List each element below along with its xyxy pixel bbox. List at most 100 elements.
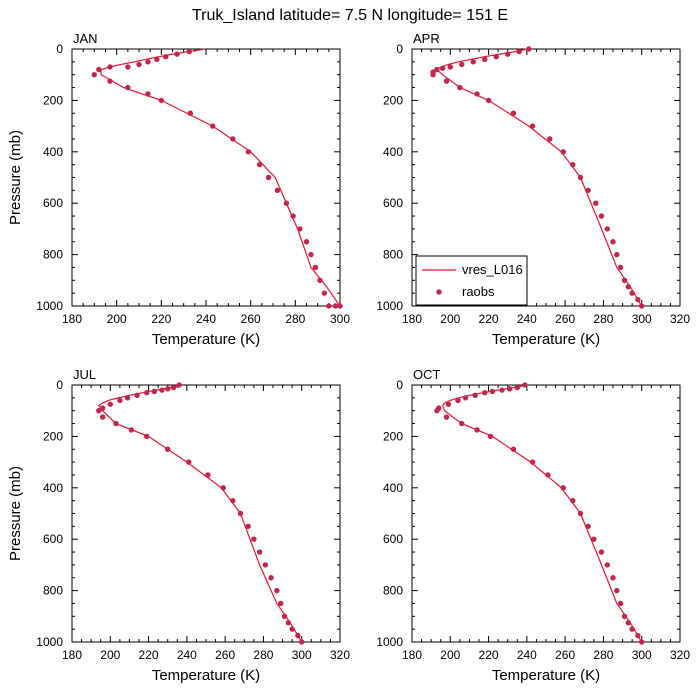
obs-point — [625, 284, 632, 290]
obs-point — [295, 632, 301, 639]
y-tick-label: 600 — [43, 196, 63, 210]
obs-point — [629, 626, 635, 632]
obs-point — [124, 395, 131, 401]
obs-point — [170, 384, 177, 391]
obs-point — [610, 575, 616, 581]
y-tick-label: 1000 — [36, 299, 63, 313]
obs-point — [145, 91, 151, 97]
x-tick-label: 240 — [517, 648, 537, 662]
x-tick-label: 200 — [100, 648, 120, 662]
chart-panel-jan: 180 200 220 240 260 280 300 0 200 400 600 800 1000 Te… — [7, 31, 350, 348]
obs-point — [591, 536, 597, 542]
obs-point — [482, 56, 488, 62]
y-tick-label: 600 — [43, 532, 63, 546]
obs-point — [332, 303, 339, 309]
obs-point — [174, 51, 180, 57]
y-tick-label: 600 — [383, 532, 403, 546]
x-tick-label: 260 — [555, 648, 575, 662]
obs-point — [285, 620, 292, 626]
obs-point — [604, 562, 610, 568]
x-tick-label: 180 — [62, 312, 82, 326]
x-tick-label: 180 — [402, 648, 422, 662]
y-tick-label: 200 — [383, 429, 403, 443]
obs-point — [445, 401, 452, 407]
obs-point — [522, 382, 528, 388]
obs-point — [621, 277, 628, 283]
obs-point — [256, 161, 263, 168]
obs-point — [529, 123, 536, 129]
obs-point — [186, 48, 192, 55]
plot-frame — [411, 384, 681, 643]
x-tick-label: 320 — [330, 648, 350, 662]
obs-point — [617, 264, 624, 271]
legend-model-label: vres_L016 — [462, 262, 523, 277]
x-tick-label: 180 — [402, 312, 422, 326]
obs-point — [526, 46, 532, 52]
y-tick-label: 400 — [43, 481, 63, 495]
obs-point — [570, 497, 576, 504]
obs-point — [455, 397, 461, 404]
x-tick-label: 200 — [107, 312, 127, 326]
obs-point — [505, 51, 511, 57]
obs-point — [459, 61, 465, 68]
obs-point — [151, 388, 158, 395]
x-tick-label: 320 — [670, 312, 690, 326]
x-tick-label: 200 — [440, 648, 460, 662]
x-axis-title: Temperature (K) — [492, 667, 600, 684]
x-tick-label: 280 — [593, 648, 613, 662]
obs-point — [303, 239, 310, 245]
obs-point — [317, 277, 323, 283]
chart-panel-jul: 180 200 220 240 260 280 300 320 0 200 400 600 800 100… — [7, 367, 350, 684]
obs-point — [514, 384, 520, 391]
obs-point — [482, 390, 488, 396]
x-tick-label: 240 — [177, 648, 197, 662]
obs-point — [91, 72, 98, 78]
panel-label: APR — [413, 31, 440, 46]
obs-point — [265, 174, 272, 181]
obs-point — [430, 72, 436, 78]
obs-point — [256, 549, 263, 555]
obs-point — [107, 78, 113, 84]
obs-point — [187, 110, 194, 116]
series-line-vres_l016 — [100, 48, 341, 307]
obs-point — [308, 251, 314, 258]
obs-point — [96, 408, 102, 414]
obs-point — [143, 390, 150, 396]
x-tick-label: 280 — [593, 312, 613, 326]
obs-point — [299, 639, 305, 645]
obs-point — [545, 472, 551, 478]
obs-point — [457, 84, 463, 91]
x-tick-label: 240 — [196, 312, 216, 326]
x-axis-title: Temperature (K) — [152, 667, 260, 684]
obs-point — [134, 392, 140, 398]
obs-point — [585, 187, 591, 194]
obs-point — [472, 392, 478, 398]
obs-point — [113, 420, 119, 427]
plot-frame — [71, 48, 341, 307]
obs-point — [639, 639, 645, 645]
obs-point — [506, 386, 513, 392]
obs-point — [635, 296, 641, 303]
obs-point — [99, 405, 106, 411]
panel-label: OCT — [413, 367, 441, 382]
obs-point — [485, 97, 492, 104]
y-axis-title: Pressure (mb) — [7, 130, 24, 225]
x-tick-label: 200 — [440, 312, 460, 326]
obs-point — [125, 84, 131, 91]
y-tick-label: 1000 — [36, 635, 63, 649]
x-tick-label: 300 — [632, 648, 652, 662]
obs-point — [136, 61, 142, 68]
x-tick-label: 220 — [479, 648, 499, 662]
obs-point — [547, 136, 553, 142]
obs-point — [577, 510, 584, 517]
obs-point — [125, 64, 131, 70]
obs-point — [635, 632, 641, 639]
y-tick-label: 0 — [396, 378, 403, 392]
obs-point — [245, 523, 251, 530]
obs-point — [289, 626, 295, 632]
obs-point — [598, 549, 605, 555]
x-tick-label: 280 — [253, 648, 273, 662]
obs-point — [117, 397, 123, 404]
y-tick-label: 1000 — [376, 299, 403, 313]
x-tick-label: 240 — [517, 312, 537, 326]
